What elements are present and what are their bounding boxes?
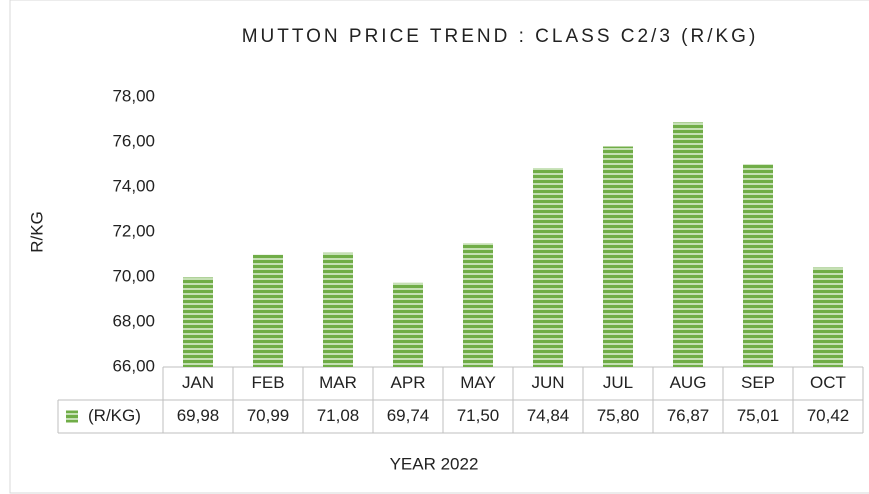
bar bbox=[393, 282, 423, 367]
data-table-value: 74,84 bbox=[527, 406, 570, 425]
bar bbox=[533, 168, 563, 367]
x-tick-label: FEB bbox=[251, 373, 284, 392]
y-tick-label: 74,00 bbox=[112, 176, 155, 195]
data-table-value: 69,74 bbox=[387, 406, 430, 425]
x-tick-label: MAY bbox=[460, 373, 496, 392]
bar bbox=[813, 267, 843, 367]
bar bbox=[673, 122, 703, 367]
bar bbox=[603, 146, 633, 367]
x-axis-label: YEAR 2022 bbox=[390, 454, 479, 473]
bar bbox=[253, 254, 283, 367]
bar bbox=[323, 252, 353, 367]
chart-title: MUTTON PRICE TREND : CLASS C2/3 (R/KG) bbox=[242, 26, 759, 47]
x-tick-label: SEP bbox=[741, 373, 775, 392]
x-tick-label: JUN bbox=[531, 373, 564, 392]
data-table-value: 71,50 bbox=[457, 406, 500, 425]
data-table-value: 70,42 bbox=[807, 406, 850, 425]
x-tick-label: MAR bbox=[319, 373, 357, 392]
bar bbox=[743, 164, 773, 367]
legend-key bbox=[66, 410, 78, 423]
data-table-value: 75,01 bbox=[737, 406, 780, 425]
bar bbox=[183, 277, 213, 367]
y-tick-label: 76,00 bbox=[112, 131, 155, 150]
data-table-value: 75,80 bbox=[597, 406, 640, 425]
data-table-value: 76,87 bbox=[667, 406, 710, 425]
y-tick-label: 72,00 bbox=[112, 221, 155, 240]
y-axis-label: R/KG bbox=[27, 211, 46, 253]
x-tick-label: AUG bbox=[670, 373, 707, 392]
x-tick-label: APR bbox=[391, 373, 426, 392]
x-tick-label: JAN bbox=[182, 373, 214, 392]
x-tick-label: OCT bbox=[810, 373, 846, 392]
y-tick-label: 66,00 bbox=[112, 356, 155, 375]
data-table-value: 69,98 bbox=[177, 406, 220, 425]
x-tick-label: JUL bbox=[603, 373, 633, 392]
chart-border bbox=[9, 0, 869, 494]
data-table-value: 71,08 bbox=[317, 406, 360, 425]
bar bbox=[463, 243, 493, 367]
y-tick-label: 68,00 bbox=[112, 311, 155, 330]
y-tick-label: 70,00 bbox=[112, 266, 155, 285]
legend-label: (R/KG) bbox=[88, 406, 141, 425]
data-table-value: 70,99 bbox=[247, 406, 290, 425]
y-tick-label: 78,00 bbox=[112, 86, 155, 105]
